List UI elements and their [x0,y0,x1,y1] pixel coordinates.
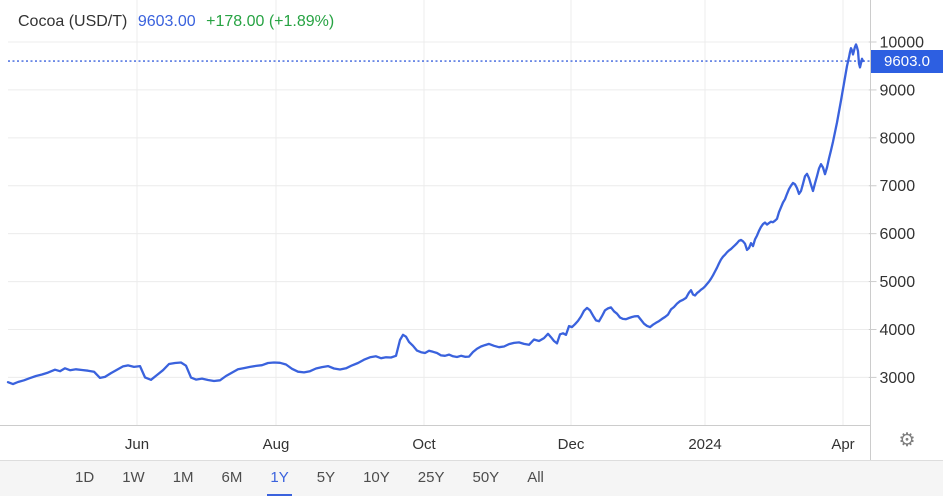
settings-gear-icon[interactable]: ⚙ [898,430,916,451]
range-button-6m[interactable]: 6M [219,461,246,496]
x-axis-label: 2024 [688,436,721,453]
x-axis-label: Aug [263,436,290,453]
range-toolbar: 1D 1W 1M 6M 1Y 5Y 10Y 25Y 50Y All [0,460,943,496]
x-axis-label: Oct [412,436,436,453]
y-axis-label: 7000 [880,178,916,195]
current-price-badge: 9603.0 [871,50,943,73]
x-axis-label: Jun [125,436,149,453]
range-button-1y[interactable]: 1Y [267,461,292,496]
y-axis-label: 3000 [880,370,916,387]
y-axis-label: 6000 [880,226,916,243]
y-axis-label: 10000 [880,35,925,52]
price-chart-svg[interactable]: Jun Aug Oct Dec 2024 Apr 10000 9000 8000 7000 6000… [0,0,943,460]
range-button-all[interactable]: All [524,461,547,496]
range-button-25y[interactable]: 25Y [415,461,448,496]
y-axis-label: 4000 [880,322,916,339]
y-axis-label: 5000 [880,274,916,291]
instrument-header: Cocoa (USD/T) 9603.00 +178.00 (+1.89%) [18,13,340,31]
range-button-1m[interactable]: 1M [170,461,197,496]
price-series-line [6,43,865,386]
x-axis-label: Apr [831,436,854,453]
range-button-5y[interactable]: 5Y [314,461,338,496]
price-chart[interactable]: Jun Aug Oct Dec 2024 Apr 10000 9000 8000 7000 6000… [0,0,943,460]
y-axis-label: 9000 [880,82,916,99]
range-button-1d[interactable]: 1D [72,461,97,496]
price-change: +178.00 (+1.89%) [206,13,335,30]
range-button-10y[interactable]: 10Y [360,461,393,496]
y-axis-label: 8000 [880,130,916,147]
range-button-50y[interactable]: 50Y [470,461,503,496]
x-axis-label: Dec [558,436,585,453]
range-button-1w[interactable]: 1W [119,461,148,496]
instrument-title: Cocoa (USD/T) [18,13,128,30]
last-price: 9603.00 [137,13,196,30]
